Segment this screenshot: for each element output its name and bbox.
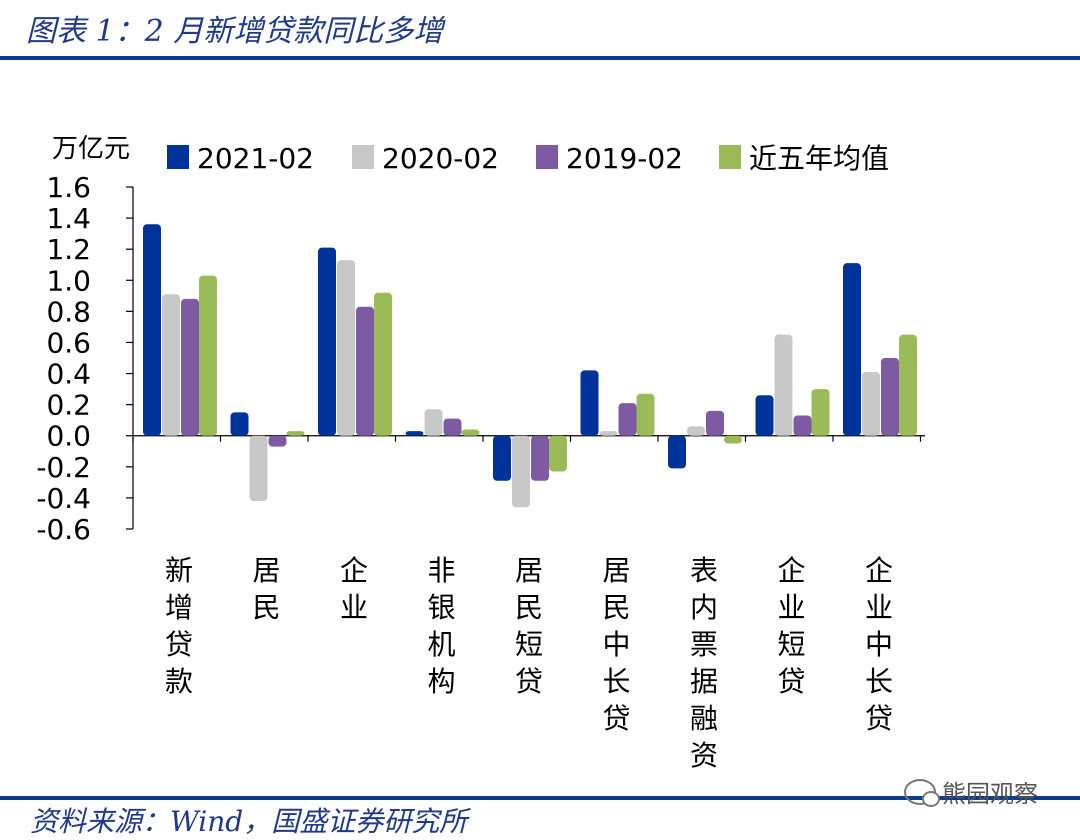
watermark-text: 熊园观察 (942, 780, 1038, 808)
bar-2019-02-企业 (356, 306, 374, 436)
bar-2019-02-居民中长贷 (618, 403, 637, 436)
bar-近五年均值-企业 (374, 292, 392, 436)
category-label-企业中长贷: 企业中长贷 (865, 554, 893, 735)
bar-2021-02-表内票据融资 (668, 435, 686, 469)
bar-近五年均值-居民 (286, 431, 305, 436)
legend-swatch-近五年均值 (719, 145, 741, 169)
bar-2021-02-居民 (230, 412, 249, 436)
bar-近五年均值-企业短贷 (811, 389, 830, 436)
y-tick-label: -0.4 (36, 482, 91, 515)
y-tick-label: 0.8 (46, 295, 91, 328)
bar-近五年均值-企业中长贷 (899, 334, 917, 436)
y-tick-label: -0.2 (36, 451, 91, 484)
category-label-居民: 居民 (252, 554, 280, 624)
bar-2020-02-表内票据融资 (687, 426, 705, 436)
legend-swatch-2019-02 (536, 145, 558, 169)
bar-2020-02-居民中长贷 (599, 431, 618, 436)
bar-2019-02-企业中长贷 (881, 358, 899, 436)
y-tick-label: 1.2 (46, 233, 91, 266)
legend-label-2021-02: 2021-02 (197, 142, 314, 175)
bar-近五年均值-表内票据融资 (724, 435, 742, 444)
bar-2020-02-企业中长贷 (862, 371, 880, 436)
legend-label-近五年均值: 近五年均值 (749, 142, 889, 175)
chart-title: 图表 1：2 月新增贷款同比多增 (26, 14, 444, 49)
source-note: 资料来源：Wind，国盛证券研究所 (30, 805, 468, 838)
bar-2021-02-居民短贷 (493, 435, 511, 481)
category-label-非银机构: 非银机构 (427, 554, 455, 698)
bar-2021-02-居民中长贷 (580, 370, 599, 436)
bar-2019-02-非银机构 (443, 418, 462, 436)
legend-label-2019-02: 2019-02 (566, 142, 683, 175)
bar-2020-02-非银机构 (424, 409, 443, 436)
legend-label-2020-02: 2020-02 (382, 142, 499, 175)
bar-2021-02-非银机构 (405, 431, 424, 436)
bar-2019-02-表内票据融资 (706, 410, 724, 436)
bar-2019-02-居民 (268, 435, 287, 447)
category-label-表内票据融资: 表内票据融资 (690, 554, 718, 772)
legend-swatch-2021-02 (167, 145, 189, 169)
bar-2020-02-企业短贷 (774, 334, 793, 436)
category-label-新增贷款: 新增贷款 (165, 554, 193, 698)
bar-2021-02-企业中长贷 (843, 263, 861, 436)
y-tick-label: 1.0 (46, 264, 91, 297)
bar-2020-02-居民 (249, 435, 268, 502)
y-tick-label: 1.4 (46, 202, 91, 235)
bar-chart: -0.6-0.4-0.20.00.20.40.60.81.01.21.41.6 万… (36, 134, 925, 772)
category-label-居民中长贷: 居民中长贷 (602, 554, 630, 735)
bar-2020-02-企业 (337, 260, 355, 436)
category-label-企业: 企业 (340, 554, 368, 624)
bar-2021-02-企业短贷 (755, 395, 774, 436)
bar-2019-02-企业短贷 (793, 415, 812, 436)
wechat-icon (904, 778, 940, 807)
y-tick-label: 0.4 (46, 358, 91, 391)
bar-近五年均值-居民短贷 (549, 435, 567, 472)
bar-近五年均值-新增贷款 (199, 275, 217, 436)
header-rule (0, 56, 1080, 60)
y-axis-unit: 万亿元 (52, 134, 130, 164)
y-tick-label: 0.2 (46, 389, 91, 422)
category-label-居民短贷: 居民短贷 (515, 554, 543, 698)
bar-2021-02-新增贷款 (143, 224, 161, 436)
y-tick-label: 0.0 (46, 420, 91, 453)
bar-近五年均值-非银机构 (461, 429, 480, 436)
bar-2020-02-新增贷款 (162, 294, 180, 436)
bar-2019-02-居民短贷 (531, 435, 549, 481)
y-tick-label: 1.6 (46, 171, 91, 204)
bar-2019-02-新增贷款 (181, 298, 199, 436)
footer-rule (0, 796, 1080, 800)
y-tick-label: 0.6 (46, 326, 91, 359)
category-label-企业短贷: 企业短贷 (777, 554, 805, 698)
watermark: 熊园观察 (904, 774, 1038, 809)
bar-2020-02-居民短贷 (512, 435, 530, 508)
bar-近五年均值-居民中长贷 (636, 393, 655, 436)
y-tick-label: -0.6 (36, 513, 91, 546)
legend-swatch-2020-02 (352, 145, 374, 169)
bar-2021-02-企业 (318, 247, 336, 436)
